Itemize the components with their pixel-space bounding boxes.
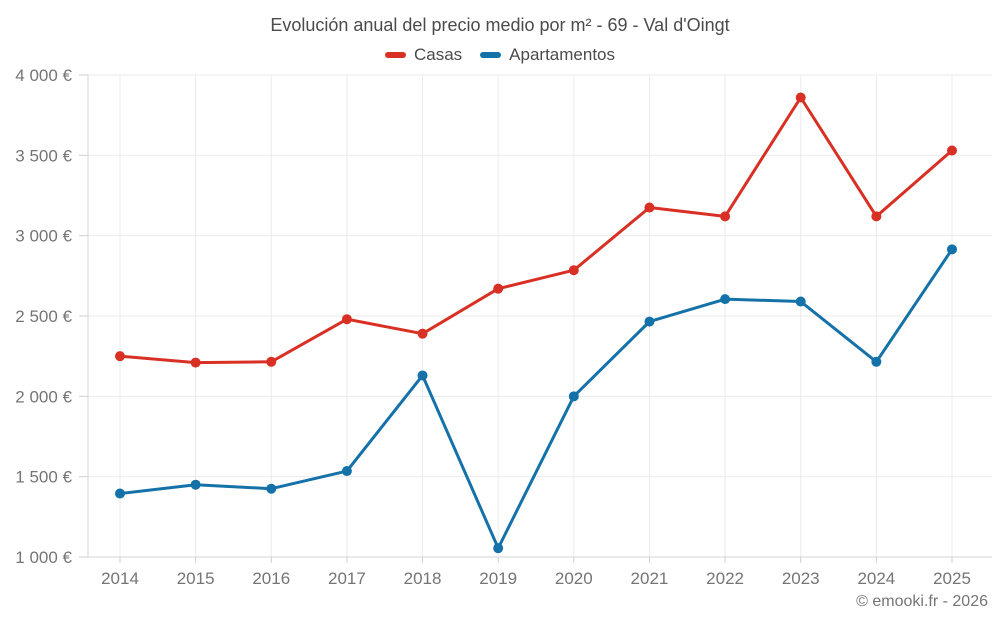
data-point-apartamentos-2017[interactable] — [341, 466, 352, 477]
x-axis-tick-label: 2019 — [479, 569, 517, 588]
data-point-casas-2017[interactable] — [341, 314, 352, 325]
legend-item-casas[interactable]: Casas — [384, 45, 463, 65]
data-point-casas-2021[interactable] — [644, 202, 655, 213]
data-point-apartamentos-2018[interactable] — [417, 370, 428, 381]
data-point-casas-2025[interactable] — [947, 145, 957, 156]
apartamentos-series-swatch-icon — [480, 52, 502, 58]
y-axis-tick-label: 1 000 € — [15, 548, 72, 567]
x-axis-tick-label: 2023 — [782, 569, 820, 588]
y-axis-tick-label: 2 000 € — [15, 387, 72, 406]
series-line-casas — [118, 95, 954, 365]
data-point-casas-2019[interactable] — [493, 283, 504, 294]
x-axis-tick-label: 2017 — [328, 569, 366, 588]
chart-title: Evolución anual del precio medio por m² … — [270, 15, 730, 35]
data-point-casas-2023[interactable] — [795, 92, 806, 103]
data-point-casas-2022[interactable] — [720, 211, 731, 222]
x-axis-tick-label: 2024 — [857, 569, 895, 588]
series-line-apartamentos — [118, 247, 954, 550]
casas-series-swatch-icon — [384, 52, 406, 58]
y-axis-tick-label: 3 000 € — [15, 227, 72, 246]
x-axis-tick-label: 2014 — [101, 569, 139, 588]
x-axis-tick-label: 2021 — [631, 569, 669, 588]
data-point-apartamentos-2024[interactable] — [871, 356, 882, 367]
x-axis-tick-label: 2015 — [177, 569, 215, 588]
data-point-casas-2018[interactable] — [417, 328, 428, 339]
y-axis-tick-label: 3 500 € — [15, 146, 72, 165]
legend-label-casas: Casas — [413, 45, 463, 64]
data-point-casas-2024[interactable] — [871, 211, 882, 222]
x-axis-tick-label: 2025 — [933, 569, 971, 588]
x-axis-tick-label: 2020 — [555, 569, 593, 588]
y-axis-tick-label: 1 500 € — [15, 468, 72, 487]
data-point-apartamentos-2025[interactable] — [947, 244, 957, 255]
data-point-apartamentos-2014[interactable] — [115, 488, 125, 499]
y-axis-tick-label: 2 500 € — [15, 307, 72, 326]
data-point-casas-2015[interactable] — [190, 357, 201, 368]
data-point-apartamentos-2022[interactable] — [720, 294, 731, 305]
x-axis-tick-label: 2016 — [252, 569, 290, 588]
data-point-apartamentos-2016[interactable] — [266, 483, 277, 494]
chart-legend: Casas Apartamentos — [0, 45, 1000, 65]
copyright-attribution: © emooki.fr - 2026 — [856, 593, 988, 610]
legend-item-apartamentos[interactable]: Apartamentos — [480, 45, 615, 65]
data-point-casas-2014[interactable] — [115, 351, 125, 362]
data-point-casas-2016[interactable] — [266, 356, 277, 367]
x-axis-tick-label: 2022 — [706, 569, 744, 588]
data-point-apartamentos-2015[interactable] — [190, 479, 201, 490]
y-axis-tick-label: 4 000 € — [15, 66, 72, 85]
data-point-apartamentos-2021[interactable] — [644, 316, 655, 327]
x-axis-tick-label: 2018 — [404, 569, 442, 588]
data-point-apartamentos-2020[interactable] — [568, 391, 579, 402]
legend-label-apartamentos: Apartamentos — [509, 45, 616, 64]
data-point-apartamentos-2019[interactable] — [493, 543, 504, 554]
data-point-apartamentos-2023[interactable] — [795, 296, 806, 307]
data-point-casas-2020[interactable] — [568, 265, 579, 276]
